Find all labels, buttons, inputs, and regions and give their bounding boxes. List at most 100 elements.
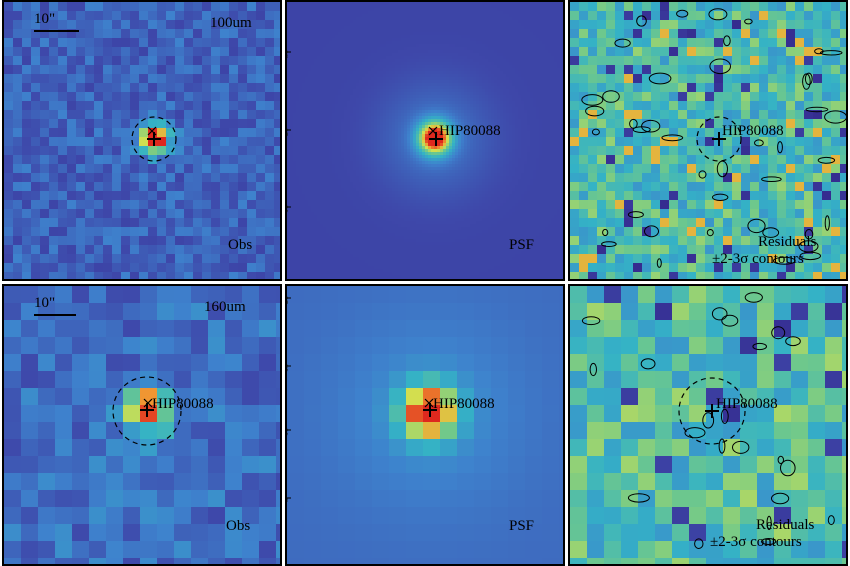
source-marker-overlay [131,116,177,162]
scale-label: 10" [34,11,56,27]
residual-contour [744,292,763,303]
axis-tick-label: 20 [285,296,290,304]
residual-contour [798,240,819,253]
residual-contour [709,58,731,75]
residual-contour [601,241,617,248]
residual-contour [814,48,824,55]
residual-contour [636,15,647,27]
scale-bar [34,314,76,316]
residual-contour [827,515,835,526]
axis-tick-label: 15 [285,364,290,372]
residual-contour [644,225,659,238]
residual-contour [694,538,704,550]
residual-contour [802,73,811,90]
residual-contour [721,314,739,327]
panel-100um-residuals: HIP80088 Residuals ±2-3σ contours [568,0,848,281]
panel-label-contours: ±2-3σ contours [710,534,802,550]
residual-contour [716,160,728,178]
panel-label-obs: Obs [226,518,251,534]
residual-contour [804,72,813,86]
residual-contour [766,515,772,530]
obs-map-160um [4,286,280,564]
residual-contour [627,493,650,503]
axis-tick-label: 30 [285,50,290,58]
psf-map-160um [287,286,563,564]
panel-160um-obs: HIP80088 10" 160um Obs [2,284,282,566]
panel-160um-psf: HIP80088 20 15 10 5 PSF [285,284,565,566]
residual-contour [824,110,846,124]
residual-contour [752,342,767,351]
panel-160um-residuals: HIP80088 Residuals ±2-3σ contours [568,284,848,566]
residual-contour [627,211,644,219]
residual-contour [754,139,764,147]
residual-contour [824,215,830,231]
residual-contour [702,412,715,429]
panel-label-psf: PSF [509,237,535,253]
source-name: HIP80088 [433,396,495,412]
source-name: HIP80088 [722,123,784,139]
obs-map-100um [4,2,280,279]
residual-contour [777,141,783,154]
residual-contour [711,307,728,321]
residual-contour [761,176,782,182]
residual-contour [585,105,605,117]
residual-contour [614,38,631,48]
residual-contour [777,455,785,464]
residual-contour [602,90,620,103]
band-label: 100um [210,15,252,31]
panel-100um-obs: 10" 100um Obs [2,0,282,281]
residual-contour [732,440,750,454]
axis-tick-label: 10 [285,205,290,213]
residual-contour [698,170,707,179]
psf-map-100um [287,2,563,279]
panel-label-contours: ±2-3σ contours [712,251,804,267]
source-name: HIP80088 [716,396,778,412]
residual-map-100um [570,2,846,279]
aperture-circle [131,116,177,162]
residual-contour [747,218,766,234]
residual-contour [804,229,814,240]
panel-label-residuals: Residuals [758,234,817,250]
residual-contour [589,362,597,377]
scale-label: 10" [34,295,56,311]
band-label: 160um [204,299,246,315]
panel-label-residuals: Residuals [756,517,815,533]
axis-tick-label: 5 [287,498,290,502]
residual-contour [581,94,604,106]
residual-contour [771,326,786,340]
residual-contour [712,193,729,202]
residual-contour [762,227,780,238]
panel-label-psf: PSF [509,518,535,534]
axis-tick-label: 10 [285,428,290,436]
residual-contours [581,8,846,268]
source-marker-overlay [287,297,437,499]
residual-contour [819,50,843,56]
residual-contour [720,408,729,424]
residual-contour [761,538,777,545]
source-marker-overlay [112,376,182,446]
residual-contour [602,228,609,237]
residual-contour [648,72,672,85]
residual-contour [780,459,796,477]
residual-contour [718,438,726,454]
residual-contour [772,256,796,265]
scale-bar [34,30,79,32]
residual-contour [684,427,706,439]
residual-contour [805,106,829,113]
source-marker-overlay [287,51,443,208]
residual-contour [629,118,638,129]
residual-contour [706,229,714,237]
residual-contour [708,8,728,21]
axis-tick-label: 20 [285,128,290,136]
source-name: HIP80088 [439,123,501,139]
residual-contour [785,336,801,347]
residual-contour [581,316,601,326]
residual-contour [744,18,753,25]
panel-label-obs: Obs [228,237,253,253]
residual-contour [676,9,689,18]
residual-contour [661,134,684,142]
residual-contour [641,119,661,133]
residual-contour [771,492,790,505]
source-name: HIP80088 [152,396,214,412]
residual-contour [817,156,836,164]
